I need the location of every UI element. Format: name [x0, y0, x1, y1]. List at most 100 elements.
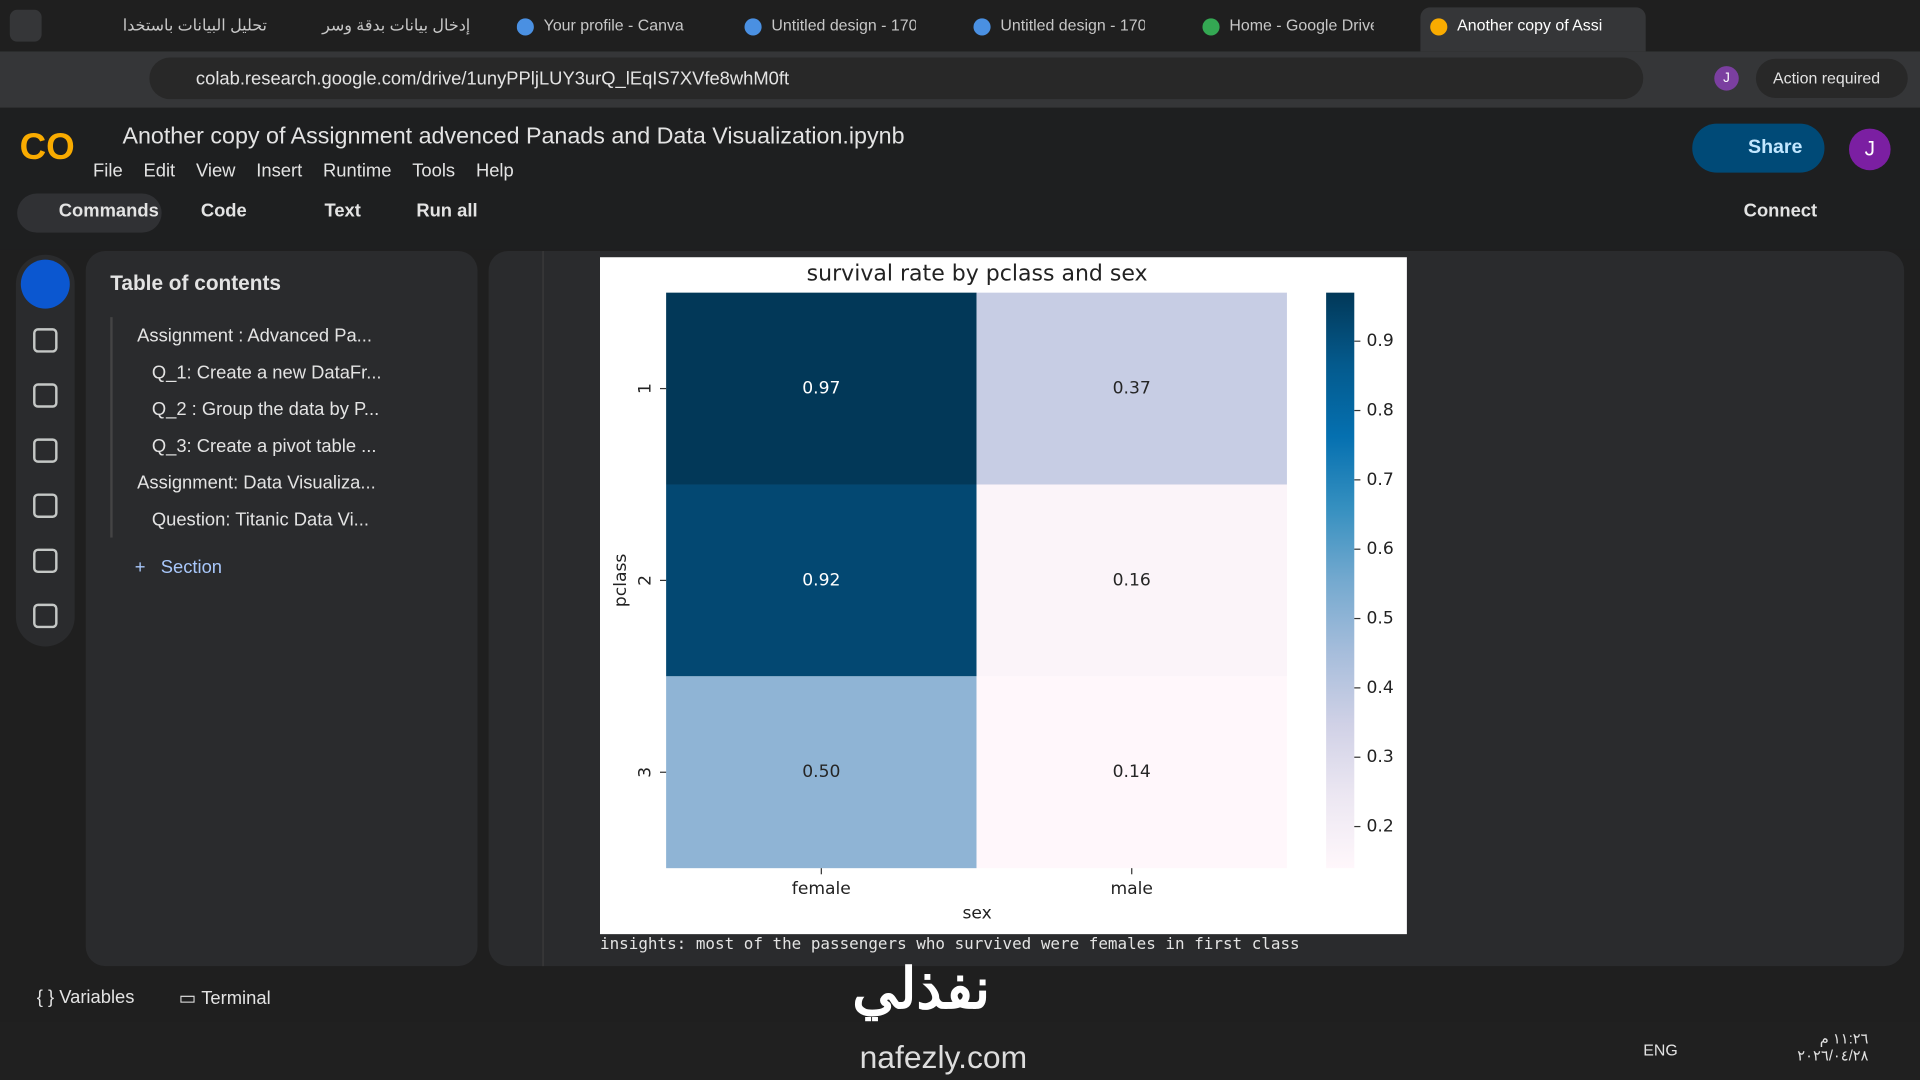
y-tick-label: 1 [635, 383, 655, 394]
terminal-label: Terminal [201, 988, 271, 1009]
heatmap-cell [976, 484, 1287, 677]
tab[interactable]: Your profile - Canva [516, 9, 688, 43]
y-tick-label: 2 [635, 575, 655, 586]
toc-button[interactable] [20, 259, 70, 309]
tab-title: إدخال بيانات بدقة وسر [322, 15, 471, 35]
heatmap-cell [976, 676, 1287, 869]
watermark: نفذلي [852, 956, 991, 1021]
cell-label: 0.50 [802, 762, 840, 782]
cell-divider [542, 251, 544, 967]
notebook-title[interactable]: Another copy of Assignment advenced Pana… [122, 123, 905, 150]
heatmap-cell [666, 484, 977, 677]
avatar[interactable]: J [1848, 128, 1891, 171]
tab-title: Untitled design - 170 [771, 15, 916, 35]
secrets-icon[interactable] [33, 493, 58, 518]
heatmap-output: survival rate by pclass and sex sex pcla… [600, 257, 1407, 935]
taskbar: nafezly.com ENG ١١:٢٦ م ٢٠٢٦/٠٤/٢٨ [0, 1021, 1920, 1080]
toc-item[interactable]: Question: Titanic Data Vi... [151, 509, 369, 531]
toc-item[interactable]: Assignment : Advanced Pa... [137, 325, 372, 347]
tab-title: Your profile - Canva [543, 15, 684, 35]
clock[interactable]: ١١:٢٦ م ٢٠٢٦/٠٤/٢٨ [1795, 1030, 1868, 1064]
x-axis-label: sex [962, 903, 991, 923]
variables-icon[interactable] [33, 438, 58, 463]
tab[interactable]: تحليل البيانات باستخدا [59, 9, 292, 43]
commands[interactable]: Commands [58, 200, 159, 222]
variables-label: Variables [59, 986, 135, 1008]
toc-item[interactable]: Q_3: Create a pivot table ... [151, 435, 377, 457]
colorbar-tick-label: 0.6 [1367, 539, 1394, 559]
tab[interactable]: Home - Google Drive [1202, 9, 1374, 43]
colorbar-tick-label: 0.3 [1367, 747, 1394, 767]
add-code[interactable]: Code [200, 200, 247, 222]
profile[interactable]: J [1714, 66, 1739, 91]
colorbar-tick-label: 0.9 [1367, 331, 1394, 351]
terminal-tab[interactable]: ▭ Terminal [178, 988, 271, 1009]
x-tick-label: female [792, 879, 851, 899]
toc-item[interactable]: Q_1: Create a new DataFr... [151, 362, 382, 384]
heatmap-cell [666, 292, 977, 485]
colab-header: CO Another copy of Assignment advenced P… [0, 107, 1920, 250]
heatmap-cell [976, 292, 1287, 485]
time: ١١:٢٦ م [1819, 1029, 1869, 1047]
menu-item[interactable]: Insert [256, 160, 303, 182]
toc-item[interactable]: Assignment: Data Visualiza... [137, 472, 376, 494]
tab-active[interactable]: Another copy of Assi [1420, 7, 1646, 52]
language[interactable]: ENG [1643, 1040, 1678, 1060]
find-icon[interactable] [33, 328, 58, 353]
tab-title: Untitled design - 170 [1000, 15, 1145, 35]
side-rail [15, 254, 75, 647]
address-bar[interactable]: colab.research.google.com/drive/1unyPPlj… [149, 57, 1644, 100]
heatmap-cell [666, 676, 977, 869]
menu-item[interactable]: Help [475, 160, 514, 182]
menu-item[interactable]: View [195, 160, 236, 182]
cell-label: 0.16 [1113, 570, 1151, 590]
menu-item[interactable]: File [93, 160, 123, 182]
logo: CO [19, 127, 75, 168]
data-icon[interactable] [33, 603, 58, 629]
files-icon[interactable] [33, 548, 58, 574]
y-tick-label: 3 [635, 767, 655, 778]
toc-panel: Table of contents + Section [85, 251, 478, 967]
tab-title: Home - Google Drive [1229, 15, 1374, 35]
variables-tab[interactable]: { } Variables [36, 986, 135, 1008]
menu-item[interactable]: Edit [143, 160, 176, 182]
output-text: insights: most of the passengers who sur… [600, 935, 1300, 954]
colorbar-tick-label: 0.5 [1367, 609, 1394, 629]
cell-label: 0.37 [1113, 379, 1151, 399]
y-axis-label: pclass [611, 554, 631, 607]
tab-strip: تحليل البيانات باستخدا إدخال بيانات بدقة… [0, 0, 1920, 52]
url: colab.research.google.com/drive/1unyPPlj… [195, 68, 790, 90]
tab[interactable]: Untitled design - 170 [744, 9, 916, 43]
share-button[interactable]: Share [1692, 123, 1825, 173]
date: ٢٠٢٦/٠٤/٢٨ [1797, 1046, 1869, 1065]
cell-label: 0.14 [1113, 762, 1151, 782]
add-section-label: Section [160, 557, 223, 578]
add-text[interactable]: Text [324, 200, 361, 222]
toc-item[interactable]: Q_2 : Group the data by P... [151, 399, 380, 421]
code-icon[interactable] [33, 383, 58, 408]
action-required[interactable]: Action required [1755, 58, 1908, 98]
colorbar [1326, 292, 1355, 869]
commands-pill[interactable] [17, 193, 162, 233]
connect[interactable]: Connect [1743, 200, 1818, 222]
colorbar-tick-label: 0.4 [1367, 678, 1394, 698]
tab-title: Another copy of Assi [1457, 15, 1603, 35]
run-all[interactable]: Run all [416, 200, 478, 222]
menu-item[interactable]: Tools [412, 160, 456, 182]
toc-title: Table of contents [110, 271, 282, 296]
cell-label: 0.92 [802, 570, 840, 590]
menu-bar: File Edit View Insert Runtime Tools Help [93, 160, 534, 182]
menu-item[interactable]: Runtime [323, 160, 392, 182]
toolbar: colab.research.google.com/drive/1unyPPlj… [0, 51, 1920, 108]
colorbar-tick-label: 0.8 [1367, 401, 1394, 421]
watermark-site: nafezly.com [859, 1038, 1028, 1076]
tab[interactable]: Untitled design - 170 [973, 9, 1145, 43]
colorbar-tick-label: 0.2 [1367, 817, 1394, 837]
colorbar-tick-label: 0.7 [1367, 470, 1394, 490]
add-section[interactable]: + Section [134, 557, 223, 578]
x-tick-label: male [1110, 879, 1152, 899]
tab[interactable]: إدخال بيانات بدقة وسر [287, 9, 495, 43]
cell-label: 0.97 [802, 379, 840, 399]
tab-search[interactable] [9, 9, 42, 42]
